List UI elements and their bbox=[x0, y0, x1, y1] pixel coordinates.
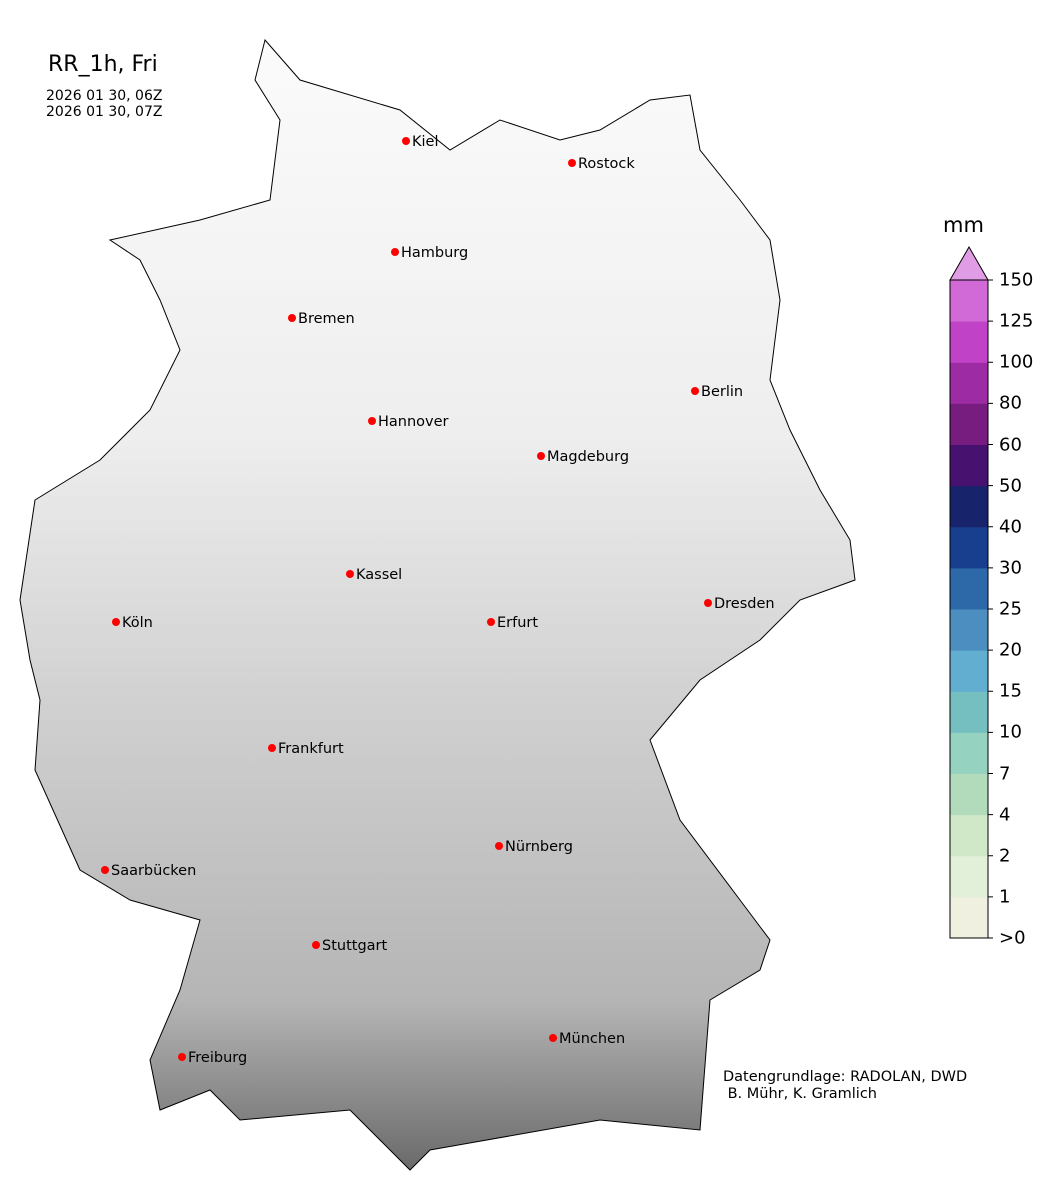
city-label: München bbox=[559, 1031, 625, 1047]
colorbar-segment bbox=[950, 485, 988, 528]
colorbar-segment bbox=[950, 814, 988, 857]
city-marker bbox=[391, 248, 399, 256]
colorbar-segment bbox=[950, 773, 988, 816]
city-label: Dresden bbox=[714, 596, 775, 612]
colorbar-tick-label: 125 bbox=[999, 310, 1034, 332]
colorbar-segment bbox=[950, 321, 988, 363]
city-label: Berlin bbox=[701, 384, 743, 400]
colorbar-tick-label: 80 bbox=[999, 392, 1022, 414]
city-label: Frankfurt bbox=[278, 741, 344, 757]
city-label: Saarbücken bbox=[111, 863, 196, 879]
colorbar-tick-label: 7 bbox=[999, 763, 1011, 784]
city-label: Hannover bbox=[378, 414, 449, 430]
colorbar-tick-label: >0 bbox=[999, 927, 1026, 949]
colorbar-tick-label: 30 bbox=[999, 557, 1022, 579]
colorbar-segment bbox=[950, 896, 988, 939]
city-label: Nürnberg bbox=[505, 839, 573, 855]
city-marker bbox=[268, 744, 276, 752]
map-title: RR_1h, Fri bbox=[48, 52, 158, 77]
colorbar-tick-label: 100 bbox=[999, 351, 1034, 373]
colorbar-tick-label: 50 bbox=[999, 475, 1022, 497]
credit-line-1: Datengrundlage: RADOLAN, DWD bbox=[723, 1069, 968, 1085]
city-marker bbox=[346, 570, 354, 578]
city-label: Kiel bbox=[412, 134, 439, 150]
time-end: 2026 01 30, 07Z bbox=[46, 104, 163, 120]
credit: Datengrundlage: RADOLAN, DWD B. Mühr, K.… bbox=[723, 1069, 967, 1103]
city-label: Köln bbox=[122, 615, 153, 631]
city-markers: Kiel Rostock Hamburg Bremen Berlin Hannover Ma… bbox=[101, 134, 775, 1066]
city-label: Rostock bbox=[578, 156, 635, 172]
city-label: Kassel bbox=[356, 567, 402, 583]
city-marker bbox=[312, 941, 320, 949]
colorbar-unit: mm bbox=[943, 213, 984, 237]
colorbar-tick-label: 150 bbox=[999, 269, 1034, 291]
city-marker bbox=[288, 314, 296, 322]
colorbar-segment bbox=[950, 732, 988, 774]
colorbar-segment bbox=[950, 526, 988, 569]
colorbar bbox=[949, 245, 993, 939]
colorbar-tick-label: 10 bbox=[999, 721, 1022, 743]
colorbar-segment bbox=[950, 609, 988, 651]
colorbar-segment bbox=[950, 567, 988, 610]
city-marker bbox=[368, 417, 376, 425]
colorbar-segment bbox=[950, 855, 988, 898]
city-label: Stuttgart bbox=[322, 938, 388, 954]
colorbar-segment bbox=[950, 280, 988, 322]
city-marker bbox=[495, 842, 503, 850]
colorbar-segment bbox=[950, 362, 988, 404]
city-marker bbox=[549, 1034, 557, 1042]
city-label: Magdeburg bbox=[547, 449, 629, 465]
colorbar-segment bbox=[950, 403, 988, 445]
colorbar-tick-label: 20 bbox=[999, 639, 1022, 661]
colorbar-tick-label: 25 bbox=[999, 598, 1022, 620]
city-marker bbox=[704, 599, 712, 607]
colorbar-segment bbox=[950, 691, 988, 733]
city-marker bbox=[568, 159, 576, 167]
colorbar-tick-label: 1 bbox=[999, 886, 1011, 908]
city-marker bbox=[537, 452, 545, 460]
colorbar-extend-arrow bbox=[949, 245, 989, 281]
colorbar-tick-label: 60 bbox=[999, 434, 1022, 455]
city-label: Freiburg bbox=[188, 1050, 247, 1066]
colorbar-segment bbox=[950, 444, 988, 487]
city-label: Bremen bbox=[298, 311, 355, 327]
germany-outline bbox=[19, 38, 856, 1171]
credit-line-2: B. Mühr, K. Gramlich bbox=[723, 1086, 877, 1102]
city-label: Hamburg bbox=[401, 245, 468, 261]
colorbar-segment bbox=[950, 650, 988, 692]
time-start: 2026 01 30, 06Z bbox=[46, 88, 163, 104]
colorbar-tick-label: 15 bbox=[999, 680, 1022, 702]
city-marker bbox=[691, 387, 699, 395]
city-label: Erfurt bbox=[497, 615, 538, 631]
city-marker bbox=[101, 866, 109, 874]
city-marker bbox=[402, 137, 410, 145]
city-marker bbox=[487, 618, 495, 626]
colorbar-tick-label: 2 bbox=[999, 845, 1011, 867]
colorbar-tick-label: 4 bbox=[999, 804, 1011, 826]
colorbar-tick-label: 40 bbox=[999, 516, 1022, 538]
city-marker bbox=[112, 618, 120, 626]
city-marker bbox=[178, 1053, 186, 1061]
